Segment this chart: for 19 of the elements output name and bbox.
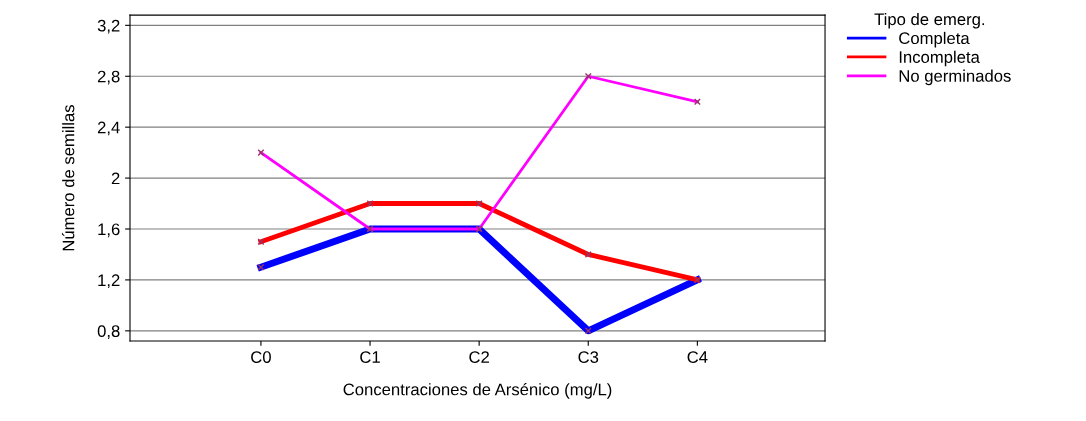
y-tick-label: 2,4 <box>97 121 120 136</box>
x-tick-label: C1 <box>360 351 380 363</box>
x-tick-label: C3 <box>578 351 599 363</box>
line-series <box>257 200 701 284</box>
y-axis-title: Número de semillas <box>61 105 75 251</box>
y-tick-label: 2,8 <box>97 70 120 85</box>
legend-label: No germinados <box>899 69 1011 86</box>
x-tick-label: C4 <box>687 351 708 363</box>
legend-label: Incompleta <box>899 50 980 67</box>
x-axis-title: Concentraciones de Arsénico (mg/L) <box>343 382 612 399</box>
x-tick-label: C2 <box>469 351 489 363</box>
y-tick-label: 0,8 <box>97 325 120 339</box>
y-tick-label: 1,6 <box>98 223 120 238</box>
legend-label: Completa <box>899 31 970 48</box>
y-tick-label: 2 <box>111 172 120 185</box>
x-tick-label: C0 <box>251 351 271 363</box>
y-tick-label: 1,2 <box>98 274 120 289</box>
y-tick-label: 3,2 <box>97 19 120 34</box>
legend-title: Tipo de emerg. <box>874 12 985 29</box>
